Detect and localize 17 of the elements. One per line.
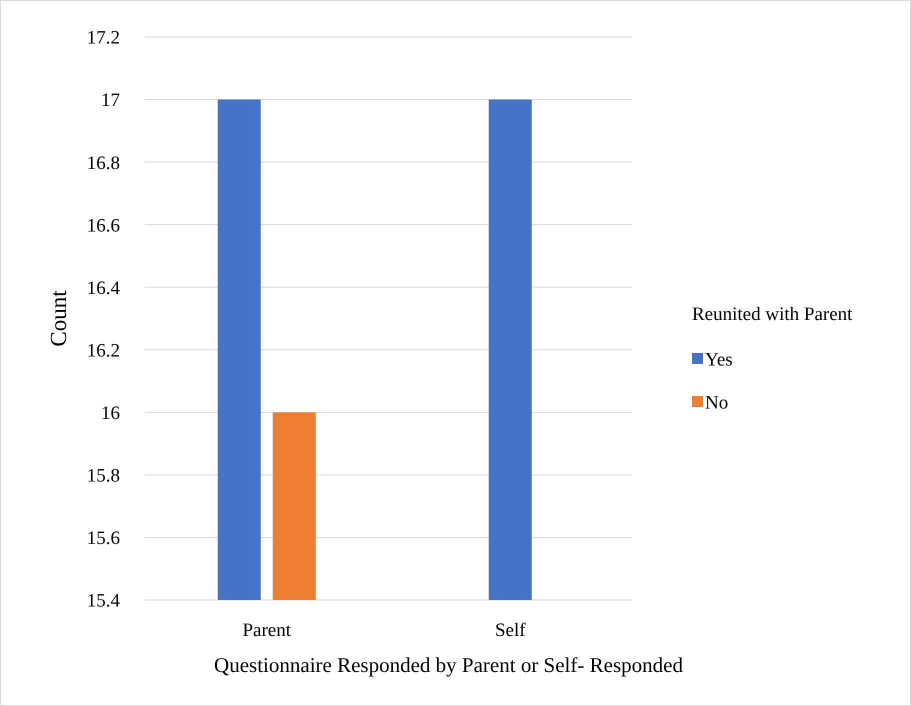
legend-label: No bbox=[705, 392, 728, 414]
y-tick-label: 15.4 bbox=[86, 590, 120, 612]
y-tick-label: 17.2 bbox=[86, 28, 120, 49]
x-tick-label: Self bbox=[494, 620, 526, 641]
x-axis-title: Questionnaire Responded by Parent or Self- Responded bbox=[214, 653, 684, 677]
legend-title: Reunited with Parent bbox=[692, 304, 854, 325]
y-tick-label: 16.2 bbox=[86, 340, 120, 362]
y-tick-label: 16 bbox=[101, 402, 120, 424]
y-tick-label: 17 bbox=[101, 90, 120, 112]
y-tick-label: 16.8 bbox=[86, 152, 120, 174]
y-tick-label: 16.6 bbox=[86, 215, 120, 236]
y-tick-label: 16.4 bbox=[86, 278, 120, 299]
x-tick-label: Parent bbox=[242, 620, 292, 641]
y-tick-label: 15.8 bbox=[86, 466, 120, 487]
y-tick-label: 15.6 bbox=[86, 528, 120, 550]
y-axis-title: Count bbox=[46, 290, 71, 347]
legend-label: Yes bbox=[705, 350, 733, 371]
